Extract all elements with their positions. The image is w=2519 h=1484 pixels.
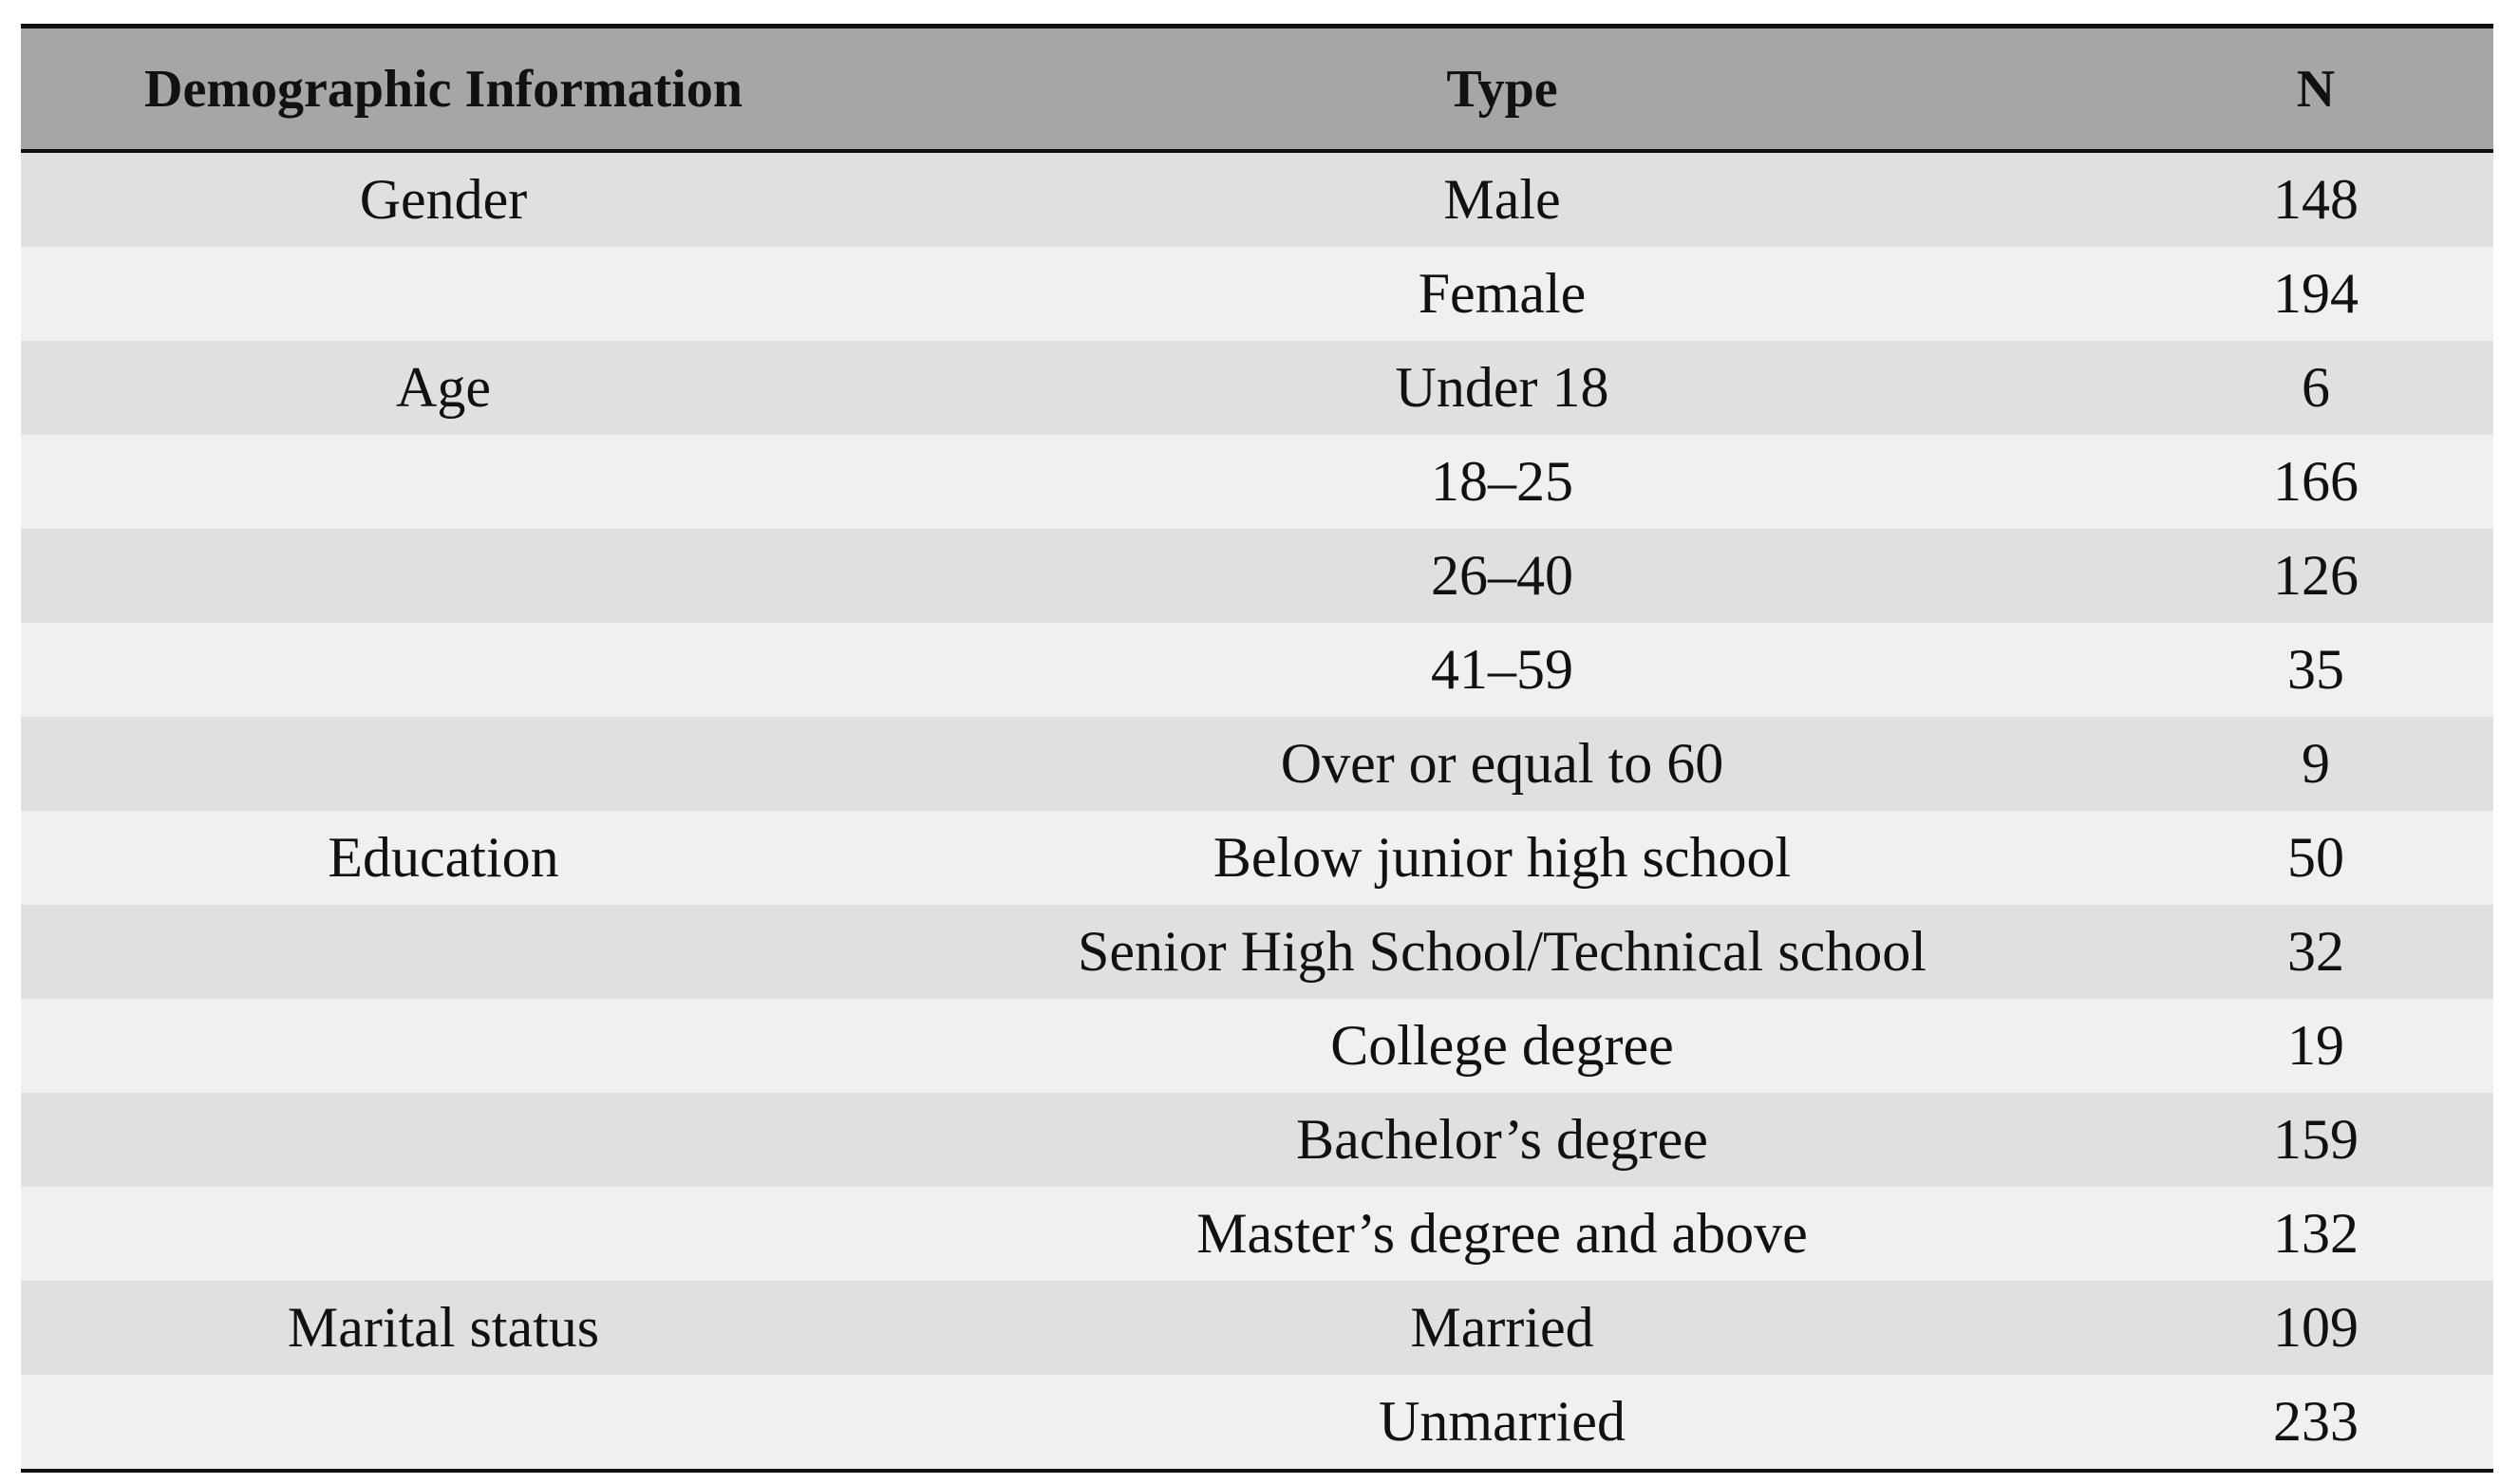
type-cell: Under 18 — [1395, 356, 1609, 419]
count-cell: 50 — [2287, 826, 2344, 889]
count-cell: 32 — [2287, 920, 2344, 983]
count-cell: 132 — [2273, 1202, 2359, 1265]
table-row: Master’s degree and above 132 — [21, 1187, 2493, 1281]
header-cell: Demographic Information — [144, 59, 743, 119]
count-cell: 148 — [2273, 168, 2359, 231]
table-row: Marital status Married 109 — [21, 1281, 2493, 1375]
type-cell: Master’s degree and above — [1196, 1202, 1808, 1265]
header-row: Demographic Information Type N — [21, 24, 2493, 153]
category-cell: Age — [396, 356, 491, 419]
count-cell: 233 — [2273, 1390, 2359, 1453]
table-row: College degree 19 — [21, 999, 2493, 1093]
table-row: Bachelor’s degree 159 — [21, 1093, 2493, 1187]
count-cell: 159 — [2273, 1108, 2359, 1171]
table-row: Gender Male 148 — [21, 153, 2493, 247]
count-cell: 6 — [2302, 356, 2330, 419]
table-row: Over or equal to 60 9 — [21, 717, 2493, 811]
count-cell: 109 — [2273, 1296, 2359, 1359]
count-cell: 194 — [2273, 262, 2359, 325]
table-row: 26–40 126 — [21, 529, 2493, 623]
table-row: 41–59 35 — [21, 623, 2493, 717]
type-cell: College degree — [1330, 1014, 1674, 1077]
category-cell: Marital status — [287, 1296, 600, 1359]
table: Demographic Information Type N Gender Male 14… — [21, 24, 2493, 1473]
table-row: Female 194 — [21, 247, 2493, 341]
count-cell: 126 — [2273, 544, 2359, 607]
type-cell: Below junior high school — [1213, 826, 1792, 889]
type-cell: Unmarried — [1379, 1390, 1626, 1453]
type-cell: Married — [1410, 1296, 1594, 1359]
type-cell: Over or equal to 60 — [1280, 732, 1724, 795]
table-row: Senior High School/Technical school 32 — [21, 905, 2493, 999]
category-cell: Education — [328, 826, 559, 889]
table-row: Age Under 18 6 — [21, 341, 2493, 435]
count-cell: 35 — [2287, 638, 2344, 701]
type-cell: 18–25 — [1431, 450, 1573, 513]
type-cell: 26–40 — [1431, 544, 1573, 607]
header-cell: N — [2296, 59, 2336, 119]
count-cell: 19 — [2287, 1014, 2344, 1077]
category-cell: Gender — [359, 168, 528, 231]
type-cell: Female — [1418, 262, 1587, 325]
header-cell: Type — [1446, 59, 1558, 119]
table-row: 18–25 166 — [21, 435, 2493, 529]
type-cell: Male — [1443, 168, 1561, 231]
type-cell: 41–59 — [1431, 638, 1573, 701]
count-cell: 166 — [2273, 450, 2359, 513]
type-cell: Senior High School/Technical school — [1078, 920, 1927, 983]
count-cell: 9 — [2302, 732, 2330, 795]
table-row: Education Below junior high school 50 — [21, 811, 2493, 905]
type-cell: Bachelor’s degree — [1296, 1108, 1708, 1171]
table-row: Unmarried 233 — [21, 1375, 2493, 1473]
